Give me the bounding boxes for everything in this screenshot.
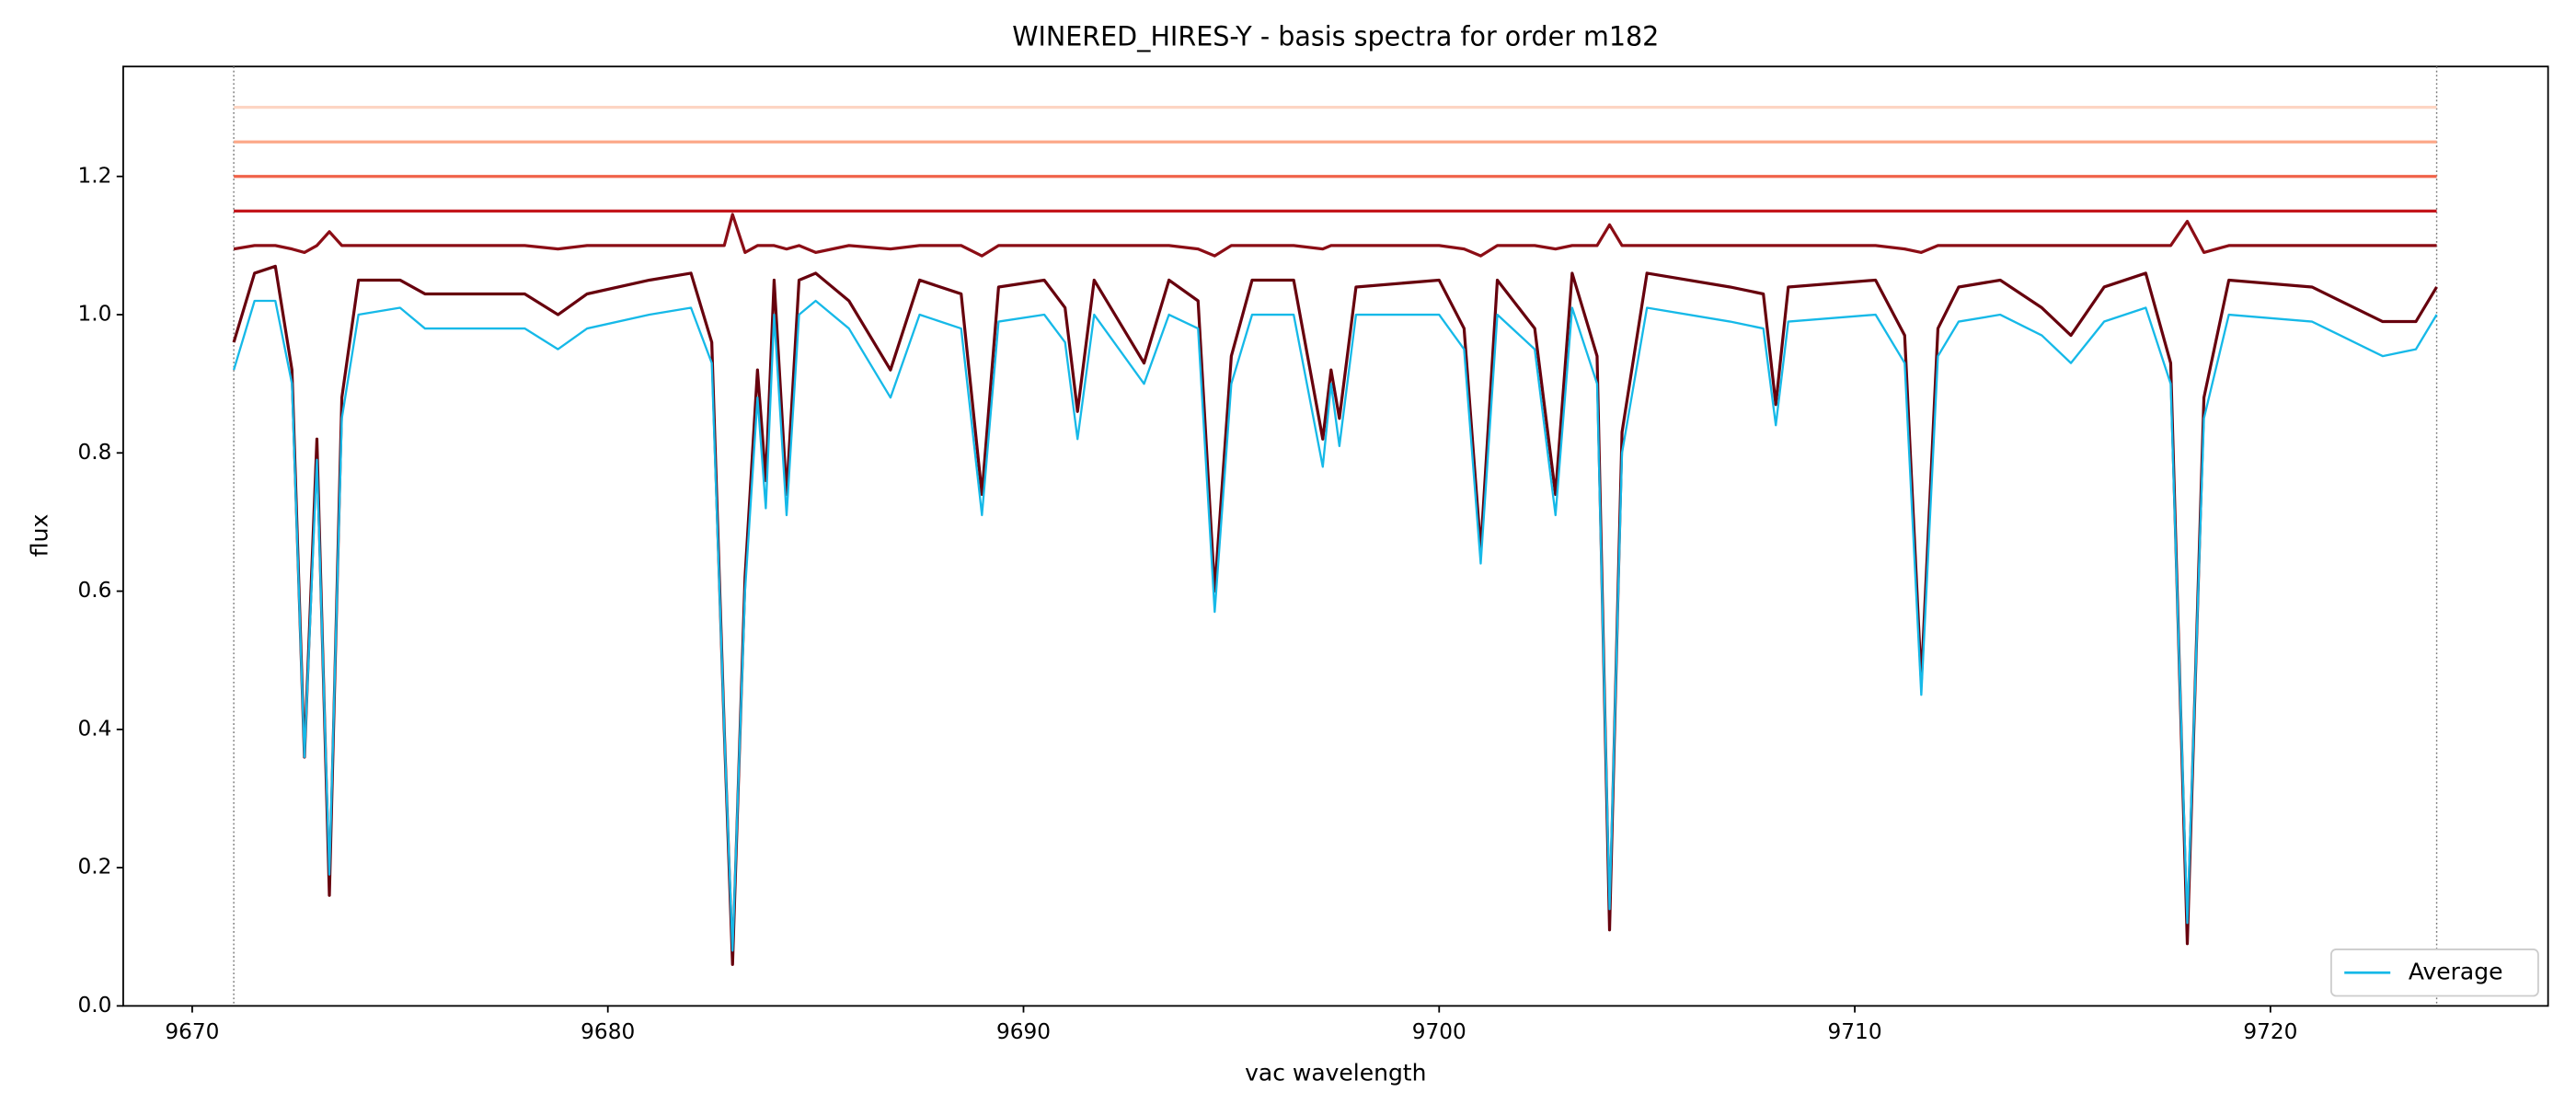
chart-title: WINERED_HIRES-Y - basis spectra for orde… bbox=[1012, 20, 1659, 52]
legend-label: Average bbox=[2409, 958, 2503, 984]
y-tick-label: 0.8 bbox=[78, 439, 112, 465]
x-tick-label: 9690 bbox=[996, 1018, 1051, 1044]
x-tick-label: 9670 bbox=[165, 1018, 219, 1044]
series-line bbox=[233, 213, 2437, 258]
x-tick-label: 9680 bbox=[581, 1018, 635, 1044]
y-tick-label: 1.0 bbox=[78, 300, 112, 326]
y-tick-label: 0.6 bbox=[78, 577, 112, 603]
legend-box bbox=[2330, 949, 2539, 997]
plot-area bbox=[122, 65, 2549, 1007]
series-line bbox=[232, 264, 2438, 966]
y-tick-label: 0.2 bbox=[78, 854, 112, 880]
y-axis-label: flux bbox=[27, 513, 53, 557]
series-line bbox=[232, 299, 2438, 952]
y-tick-label: 0.0 bbox=[78, 992, 112, 1018]
x-tick-label: 9720 bbox=[2243, 1018, 2297, 1044]
y-tick-label: 0.4 bbox=[78, 715, 112, 741]
x-tick-label: 9710 bbox=[1828, 1018, 1882, 1044]
x-tick-label: 9700 bbox=[1412, 1018, 1466, 1044]
x-axis-label: vac wavelength bbox=[1245, 1059, 1426, 1086]
y-tick-label: 1.2 bbox=[78, 162, 112, 188]
